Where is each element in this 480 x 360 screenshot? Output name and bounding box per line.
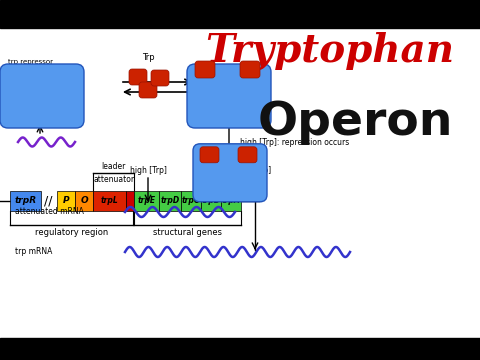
FancyBboxPatch shape bbox=[195, 61, 215, 78]
FancyBboxPatch shape bbox=[129, 69, 147, 85]
Bar bbox=[201, 191, 221, 211]
Bar bbox=[159, 191, 181, 211]
Bar bbox=[0, 0, 480, 28]
Text: leader: leader bbox=[102, 162, 126, 171]
Text: O: O bbox=[80, 196, 88, 205]
Text: trp mRNA: trp mRNA bbox=[15, 248, 52, 256]
FancyBboxPatch shape bbox=[193, 144, 267, 202]
Bar bbox=[221, 191, 241, 211]
Text: trpC: trpC bbox=[182, 196, 200, 205]
Text: //: // bbox=[44, 194, 52, 207]
Text: trpB: trpB bbox=[202, 196, 221, 205]
Text: trp repressor: trp repressor bbox=[8, 59, 53, 65]
Text: high [Trp]: high [Trp] bbox=[130, 166, 167, 175]
Text: Operon: Operon bbox=[257, 100, 453, 145]
Text: P: P bbox=[62, 196, 69, 205]
Text: trpE: trpE bbox=[138, 196, 156, 205]
Text: regulatory region: regulatory region bbox=[35, 228, 108, 237]
FancyBboxPatch shape bbox=[238, 147, 257, 163]
FancyBboxPatch shape bbox=[139, 82, 157, 98]
FancyBboxPatch shape bbox=[240, 61, 260, 78]
Text: attenuator: attenuator bbox=[93, 175, 134, 184]
Bar bbox=[0, 338, 480, 360]
FancyBboxPatch shape bbox=[151, 70, 169, 86]
FancyBboxPatch shape bbox=[187, 64, 271, 128]
Text: attenuated mRNA: attenuated mRNA bbox=[15, 207, 84, 216]
Bar bbox=[134, 191, 159, 211]
Bar bbox=[75, 191, 93, 211]
FancyBboxPatch shape bbox=[0, 64, 84, 128]
Text: Tryptophan: Tryptophan bbox=[205, 32, 455, 71]
Bar bbox=[93, 191, 126, 211]
Bar bbox=[126, 191, 134, 211]
Text: structural genes: structural genes bbox=[154, 228, 222, 237]
Text: trpA: trpA bbox=[222, 196, 241, 205]
Bar bbox=[57, 191, 75, 211]
Text: Trp: Trp bbox=[142, 53, 154, 62]
Text: low [Trp]: low [Trp] bbox=[239, 166, 272, 175]
FancyBboxPatch shape bbox=[200, 147, 219, 163]
Bar bbox=[181, 191, 201, 211]
Text: high [Trp]: repression occurs: high [Trp]: repression occurs bbox=[240, 138, 349, 147]
Bar bbox=[10, 191, 41, 211]
Text: trpD: trpD bbox=[160, 196, 180, 205]
Text: trpL: trpL bbox=[101, 196, 118, 205]
Text: trpR: trpR bbox=[14, 196, 36, 205]
